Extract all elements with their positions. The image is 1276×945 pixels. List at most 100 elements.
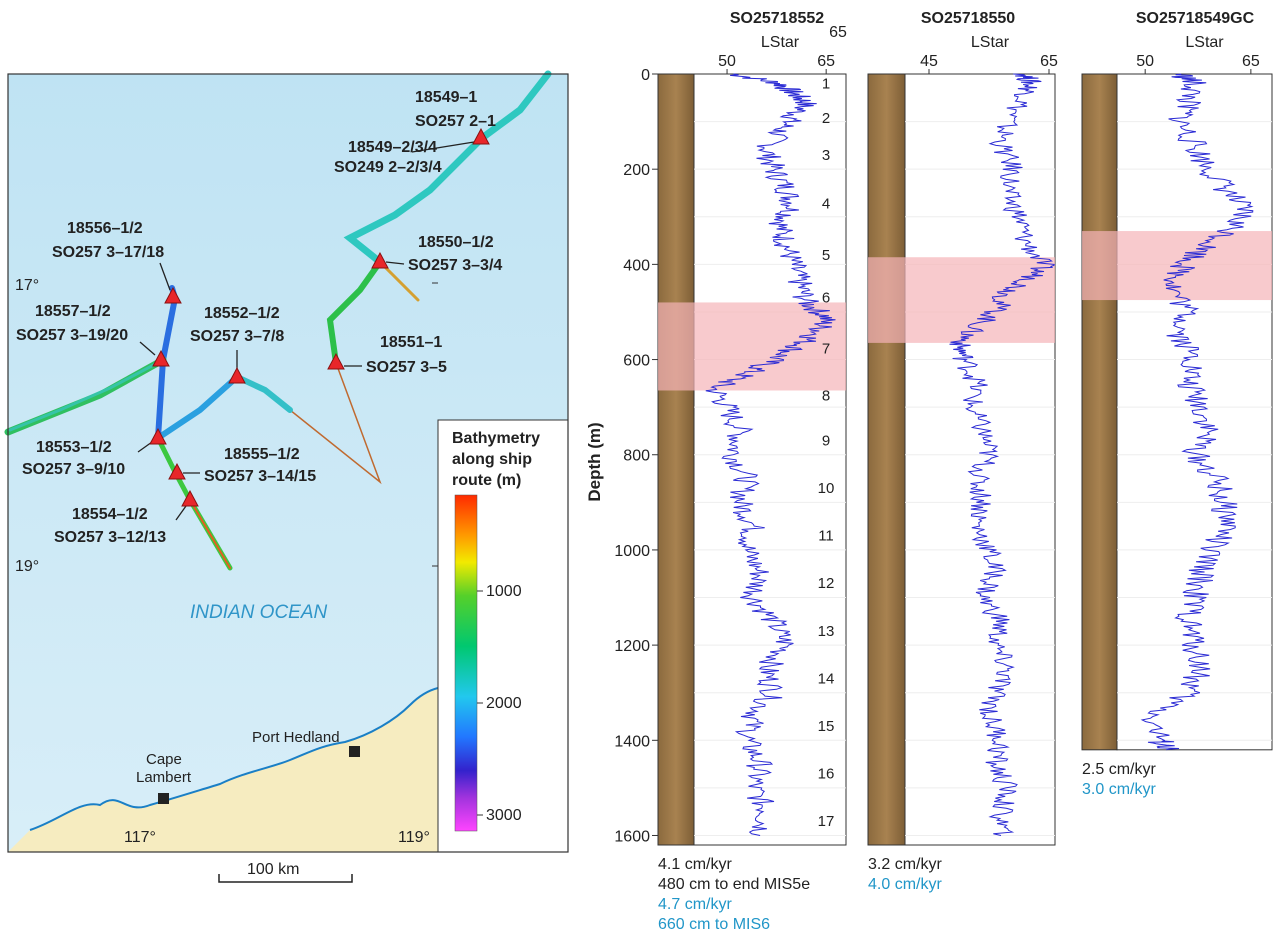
site-leader-line <box>175 505 187 521</box>
mis-label: 13 <box>818 623 835 640</box>
site-label: 18549–1 <box>415 89 477 106</box>
mis-label: 12 <box>818 575 835 592</box>
x-tick-label: 45 <box>920 53 938 70</box>
mis-label: 4 <box>822 195 830 212</box>
colorbar-tick-label: 2000 <box>486 695 522 712</box>
site-leader-line <box>159 262 171 291</box>
core-panel: 45 65 LStar SO25718550 3.2 cm/kyr 4.0 cm/kyr <box>867 10 1058 893</box>
colorbar-title: route (m) <box>452 472 521 489</box>
y-axis-label: Depth (m) <box>585 422 604 501</box>
plot-area <box>904 73 1056 846</box>
rate-note: 660 cm to MIS6 <box>658 916 770 933</box>
ocean-label: INDIAN OCEAN <box>190 602 328 623</box>
scale-label: 100 km <box>247 861 299 878</box>
x-tick-label: 65 <box>829 24 847 41</box>
mis-label: 16 <box>818 766 835 783</box>
site-label: 18556–1/2 <box>67 220 143 237</box>
mis-label: 17 <box>818 813 835 830</box>
site-label: 18549–2/3/4 <box>348 139 437 156</box>
site-label: SO257 3–14/15 <box>204 468 316 485</box>
mis-label: 1 <box>822 76 830 93</box>
site-markers <box>137 127 490 521</box>
colorbar-title: Bathymetry <box>452 430 540 447</box>
rate-note: 4.7 cm/kyr <box>658 896 732 913</box>
town-marker <box>349 746 360 757</box>
core-panel: 50 65 LStar SO25718549GC 2.5 cm/kyr 3.0 cm/ky… <box>1081 10 1273 798</box>
x-tick-label: 65 <box>1242 53 1260 70</box>
core-photo <box>1081 73 1118 751</box>
coastline <box>29 687 439 831</box>
site-marker <box>228 366 246 384</box>
colorbar <box>454 494 478 832</box>
site-marker <box>371 251 389 269</box>
lat-label: 17° <box>15 277 39 294</box>
site-leader-line <box>411 141 475 153</box>
rate-note: 3.0 cm/kyr <box>1082 781 1156 798</box>
mis-label: 3 <box>822 147 830 164</box>
site-label: SO257 2–1 <box>415 113 496 130</box>
site-label: SO257 3–12/13 <box>54 529 166 546</box>
rate-note: 4.0 cm/kyr <box>868 876 942 893</box>
site-label: 18550–1/2 <box>418 234 494 251</box>
site-label: 18553–1/2 <box>36 439 112 456</box>
y-tick-label: 400 <box>623 257 650 274</box>
plot-area <box>693 73 847 846</box>
x-tick-label: 50 <box>718 53 736 70</box>
rate-note: 3.2 cm/kyr <box>868 856 942 873</box>
y-tick-label: 600 <box>623 353 650 370</box>
site-marker <box>149 427 167 445</box>
site-label: 18554–1/2 <box>72 506 148 523</box>
town-label: Port Hedland <box>252 729 340 746</box>
site-label: 18552–1/2 <box>204 305 280 322</box>
site-marker <box>168 462 186 480</box>
y-axis: 0 200 400 600 800 1000 1200 1400 1600 <box>614 67 658 845</box>
x-axis-label: LStar <box>761 34 800 51</box>
site-label: SO257 3–19/20 <box>16 327 128 344</box>
mis-label: 9 <box>822 432 830 449</box>
site-leader-line <box>139 341 156 356</box>
core-photo <box>867 73 906 846</box>
site-label: SO257 3–17/18 <box>52 244 164 261</box>
y-tick-label: 200 <box>623 162 650 179</box>
y-tick-label: 1000 <box>614 543 650 560</box>
mis-label: 8 <box>822 387 830 404</box>
core-panels: Depth (m) 02004006008001000120014001600 … <box>585 10 1273 933</box>
site-marker <box>472 127 490 145</box>
core-title: SO25718552 <box>730 10 824 27</box>
interglacial-band <box>868 257 1055 343</box>
mis-label: 2 <box>822 110 830 127</box>
map-panel: 18549–1 SO257 2–1 18549–2/3/4 SO249 2–2/3/4… <box>4 70 569 883</box>
rate-note: 2.5 cm/kyr <box>1082 761 1156 778</box>
colorbar-tick-label: 1000 <box>486 583 522 600</box>
mis-label: 6 <box>822 290 830 307</box>
plot-area <box>1116 73 1273 751</box>
y-tick-label: 800 <box>623 448 650 465</box>
site-label: SO257 3–3/4 <box>408 257 502 274</box>
lon-label: 119° <box>398 829 430 846</box>
site-label: SO257 3–9/10 <box>22 461 125 478</box>
mis-label: 10 <box>818 480 835 497</box>
lon-label: 117° <box>124 829 156 846</box>
lstar-series <box>705 73 836 836</box>
town-label: Cape <box>146 751 182 768</box>
site-label: 18555–1/2 <box>224 446 300 463</box>
ship-route <box>4 70 552 571</box>
colorbar-title: along ship <box>452 451 532 468</box>
mis-label: 11 <box>818 528 834 545</box>
site-marker <box>152 349 170 367</box>
site-label: 18557–1/2 <box>35 303 111 320</box>
town-label: Lambert <box>136 769 192 786</box>
lstar-series <box>949 73 1055 836</box>
core-photo <box>657 73 695 846</box>
core-title: SO25718550 <box>921 10 1015 27</box>
site-marker <box>164 286 182 304</box>
x-tick-label: 65 <box>817 53 835 70</box>
interglacial-band <box>658 302 846 391</box>
core-title: SO25718549GC <box>1136 10 1255 27</box>
map-frame <box>7 73 569 853</box>
y-tick-label: 0 <box>641 67 650 84</box>
